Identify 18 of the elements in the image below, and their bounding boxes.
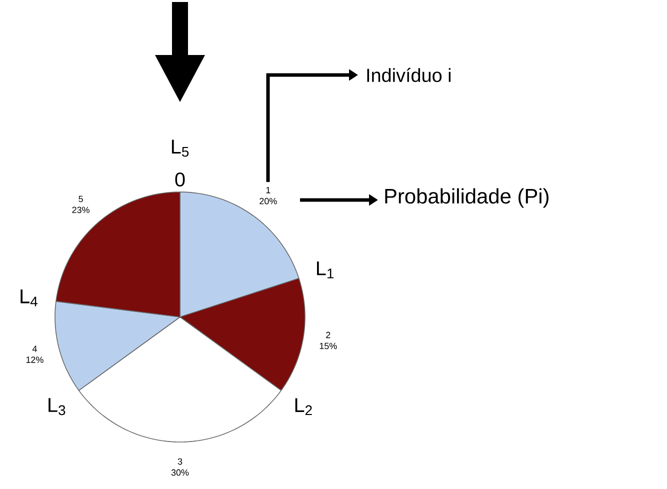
text: 0 [175,172,185,187]
data-label: 23% [72,206,90,214]
data-label: 12% [26,356,44,363]
slice-label: 3 [178,458,182,465]
slice-label: 4 [32,346,37,352]
text: L$_{3}$ [48,398,66,416]
slice-label: 5 [78,196,83,202]
data-label: 30% [171,469,189,476]
text: L$_{5}$ [172,140,189,157]
slice-label: 1 [266,187,270,194]
text: Indivíduo i [367,68,451,82]
text: L$_{4}$ [20,289,38,306]
slice-label: 2 [326,332,330,338]
data-label: 20% [260,198,277,204]
text: L$_{1}$ [317,261,334,278]
data-label: 15% [320,342,337,350]
text: L$_{2}$ [295,398,312,416]
text: Probabilidade (Pi) [385,188,548,208]
